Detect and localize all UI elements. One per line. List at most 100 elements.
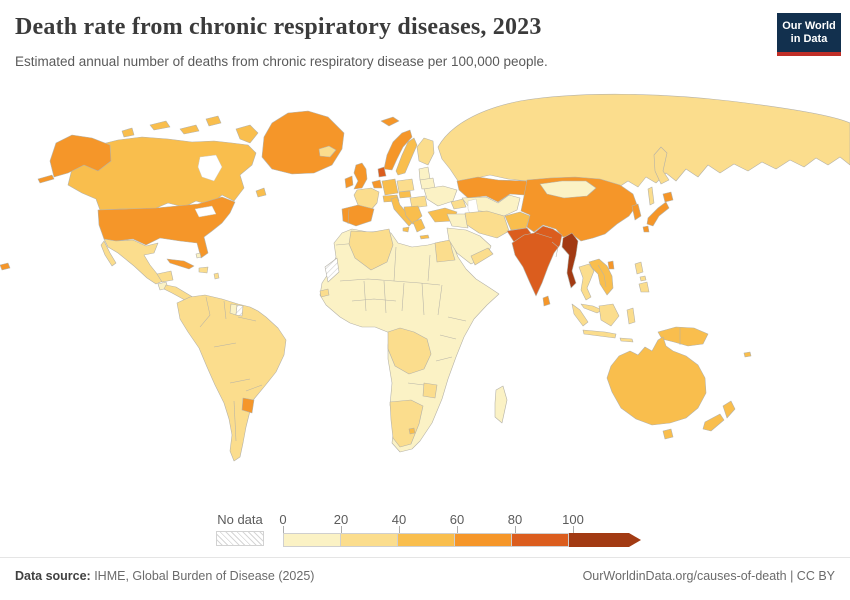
region-alaska[interactable] — [49, 134, 112, 178]
region-india[interactable] — [511, 225, 563, 297]
region-tasmania[interactable] — [662, 428, 674, 440]
region-denmark[interactable] — [377, 166, 387, 178]
region-lesotho[interactable] — [408, 427, 416, 435]
region-canada-arctic-3[interactable] — [179, 124, 200, 135]
region-canada-arctic-1[interactable] — [235, 124, 259, 144]
legend-bin-0-20[interactable] — [283, 533, 341, 547]
region-japan-kyushu[interactable] — [642, 225, 650, 233]
region-canada-arctic-2[interactable] — [149, 120, 171, 131]
region-hawaii[interactable] — [0, 262, 11, 271]
region-sicily[interactable] — [402, 226, 410, 233]
owid-logo[interactable]: Our World in Data — [777, 13, 841, 56]
region-uruguay[interactable] — [241, 397, 255, 414]
region-mexico[interactable] — [103, 238, 164, 285]
no-data-swatch[interactable] — [216, 531, 264, 546]
region-canada-newfoundland[interactable] — [255, 187, 267, 198]
region-france[interactable] — [353, 187, 380, 212]
logo-line1: Our World — [782, 20, 836, 32]
region-crete[interactable] — [419, 234, 430, 240]
region-baltics[interactable] — [418, 166, 431, 181]
region-finland[interactable] — [416, 137, 435, 166]
region-russia-kamchatka[interactable] — [653, 146, 670, 185]
region-pacific-islands[interactable] — [743, 351, 752, 358]
region-egypt[interactable] — [434, 239, 456, 263]
region-madagascar[interactable] — [494, 385, 508, 424]
region-nz-south[interactable] — [702, 413, 725, 432]
region-malaysia[interactable] — [580, 303, 603, 314]
region-russia-sakhalin[interactable] — [647, 186, 655, 206]
region-norway[interactable] — [383, 129, 413, 171]
region-lesser-sunda[interactable] — [619, 337, 634, 343]
region-iran[interactable] — [464, 210, 510, 239]
region-mexico-baja[interactable] — [100, 240, 117, 267]
page-title: Death rate from chronic respiratory dise… — [15, 14, 542, 40]
region-algeria[interactable] — [348, 228, 394, 271]
region-yemen-oman[interactable] — [470, 247, 494, 266]
region-suriname[interactable] — [235, 304, 244, 317]
region-borneo[interactable] — [598, 303, 620, 327]
legend-no-data[interactable]: No data — [216, 511, 264, 546]
region-southern-africa[interactable] — [389, 399, 424, 448]
region-iraq-syria[interactable] — [446, 213, 469, 229]
region-caribbean[interactable] — [213, 272, 220, 280]
region-poland[interactable] — [396, 178, 415, 193]
region-new-guinea[interactable] — [657, 326, 709, 347]
region-zambezi[interactable] — [422, 382, 438, 399]
region-senegal[interactable] — [319, 288, 330, 298]
region-ireland[interactable] — [344, 175, 354, 189]
region-canada-arctic-4[interactable] — [205, 115, 222, 127]
region-bahamas[interactable] — [195, 252, 202, 259]
legend-bin-20-40[interactable] — [340, 533, 398, 547]
region-japan-honshu[interactable] — [646, 201, 670, 227]
region-cuba[interactable] — [166, 258, 195, 270]
region-caucasus[interactable] — [450, 198, 467, 210]
legend-bin-100-plus[interactable] — [569, 533, 641, 547]
region-mongolia[interactable] — [539, 180, 597, 199]
region-visayas[interactable] — [639, 275, 647, 282]
region-indochina[interactable] — [588, 258, 614, 296]
region-aleutians[interactable] — [37, 174, 55, 184]
region-germany[interactable] — [381, 178, 399, 196]
region-svalbard[interactable] — [380, 116, 400, 127]
country-border — [347, 208, 350, 225]
region-mexico-yucatan[interactable] — [156, 270, 174, 283]
license-credit[interactable]: OurWorldinData.org/causes-of-death | CC … — [582, 569, 835, 583]
region-czechia[interactable] — [398, 190, 412, 199]
region-iceland[interactable] — [318, 145, 337, 158]
region-iberia[interactable] — [341, 204, 375, 227]
region-greece[interactable] — [412, 218, 426, 233]
region-mindanao[interactable] — [638, 281, 650, 293]
region-south-america[interactable] — [176, 294, 287, 462]
region-sulawesi[interactable] — [626, 307, 636, 325]
region-myanmar[interactable] — [561, 232, 579, 289]
region-nz-north[interactable] — [722, 400, 736, 419]
region-uk[interactable] — [353, 162, 368, 190]
region-java[interactable] — [582, 329, 617, 339]
region-central-asia[interactable] — [461, 194, 521, 217]
region-greenland[interactable] — [261, 110, 345, 175]
region-luzon[interactable] — [634, 261, 644, 275]
region-hispaniola[interactable] — [198, 266, 209, 274]
country-border — [393, 246, 397, 282]
legend-bin-40-60[interactable] — [397, 533, 455, 547]
region-sri-lanka[interactable] — [542, 295, 551, 307]
legend-bin-80-100[interactable] — [511, 533, 569, 547]
region-australia[interactable] — [606, 336, 707, 426]
region-canada-arctic-5[interactable] — [121, 127, 135, 138]
region-sweden[interactable] — [395, 137, 418, 176]
region-afghanistan[interactable] — [504, 211, 531, 231]
region-sumatra[interactable] — [571, 303, 589, 327]
region-korea[interactable] — [631, 203, 642, 221]
region-thailand[interactable] — [578, 263, 595, 301]
region-ukraine[interactable] — [423, 185, 458, 207]
region-kazakhstan[interactable] — [456, 176, 532, 203]
region-taiwan[interactable] — [607, 260, 615, 270]
legend-bin-60-80[interactable] — [454, 533, 512, 547]
region-central-africa[interactable] — [387, 327, 432, 375]
region-benelux[interactable] — [371, 179, 383, 189]
region-russia[interactable] — [437, 93, 850, 190]
region-romania[interactable] — [409, 195, 428, 209]
tick-label-80: 80 — [507, 512, 523, 527]
region-japan-hokkaido[interactable] — [662, 191, 674, 203]
region-western-sahara[interactable] — [324, 257, 340, 283]
